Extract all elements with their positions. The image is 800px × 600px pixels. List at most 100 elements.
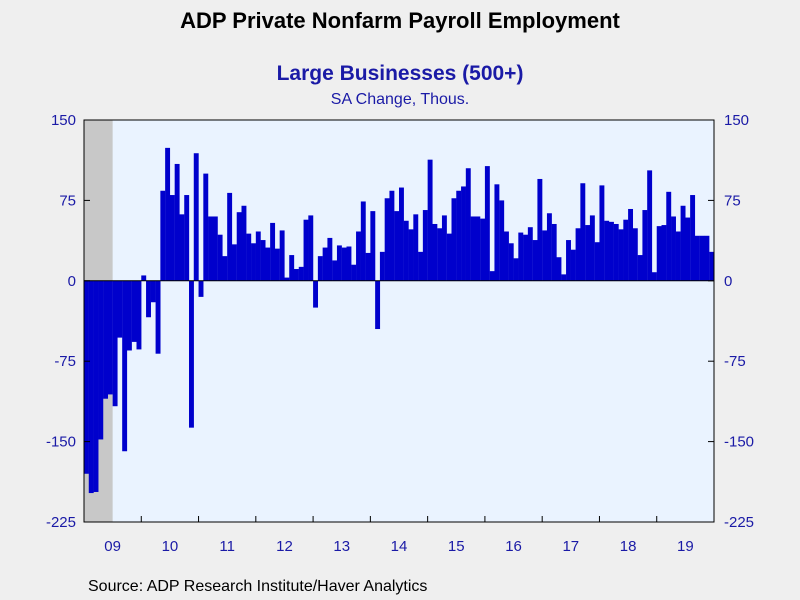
x-tick-label: 16 [505,538,522,555]
bar [542,230,548,281]
bar [284,277,290,281]
bar [107,280,113,395]
y-tick-label-left: -75 [54,353,76,370]
bar [88,280,94,494]
bar [98,280,104,440]
bar [379,251,385,281]
bar [365,252,371,281]
bar [570,249,576,281]
bar [499,200,505,281]
bar [441,215,447,281]
bar [709,251,715,281]
bar [122,280,128,452]
bar [694,235,700,281]
bar [489,271,495,281]
bar [351,264,357,281]
bar [465,168,471,281]
bar [231,244,237,281]
bar [580,183,586,281]
bar [494,184,500,281]
bar [279,230,285,281]
bar [613,223,619,281]
bar [680,205,686,281]
bar [480,218,486,281]
bar [418,251,424,281]
bar [208,216,214,281]
page-title: ADP Private Nonfarm Payroll Employment [180,8,620,33]
bar [270,222,276,281]
bar [685,217,691,281]
chart-subtitle: SA Change, Thous. [330,91,470,108]
bar [174,163,180,281]
bar [427,159,433,281]
bar [136,280,142,350]
bar [399,187,404,281]
bar [632,228,638,281]
bar [408,229,414,281]
bar [671,216,676,281]
x-tick-label: 11 [219,538,235,555]
bar [661,225,667,281]
bar [336,245,342,281]
bar [327,237,333,281]
bar [446,233,452,281]
bar [599,185,605,281]
bar [461,186,466,281]
bar [384,198,390,281]
bar [84,280,89,474]
bar [628,208,634,281]
y-tick-label-right: -150 [724,434,754,451]
bar [308,215,314,281]
bar [527,227,533,281]
bar [566,240,571,281]
y-tick-label-right: -225 [724,514,754,531]
bar [150,280,156,303]
bar [212,216,218,281]
bar [203,173,209,281]
bar [198,280,204,297]
bar [470,216,476,281]
y-tick-label-right: 0 [724,273,732,290]
x-tick-label: 18 [620,538,637,555]
bar [131,280,137,342]
bar [432,223,438,281]
bar [647,170,653,281]
bar [141,275,147,281]
x-tick-label: 19 [677,538,694,555]
bar [546,213,552,281]
bar [585,225,591,281]
y-tick-label-right: 150 [724,112,749,129]
bar [227,192,233,281]
source-note: Source: ADP Research Institute/Haver Ana… [88,578,428,595]
bar [274,248,280,281]
bar [456,190,462,281]
bar [623,219,629,281]
bar [356,231,361,281]
bar [656,226,662,281]
bar [537,178,543,281]
bar [236,212,242,281]
bar [217,234,223,281]
bar [313,280,319,308]
bar [609,221,614,281]
y-tick-label-left: 75 [59,192,76,209]
bar [251,243,256,281]
bar [699,235,705,281]
bar [551,223,557,281]
bar [322,247,328,281]
bar [298,266,304,281]
bar [704,235,710,281]
bar [594,242,600,281]
bar [222,256,228,281]
bar [169,195,175,281]
bar [589,215,595,281]
bar [675,231,681,281]
y-tick-label-right: 75 [724,192,741,209]
bar [360,201,366,281]
bar [618,229,624,281]
bar [303,219,309,281]
bar [117,280,123,338]
bar [475,216,481,281]
bar [294,269,299,281]
